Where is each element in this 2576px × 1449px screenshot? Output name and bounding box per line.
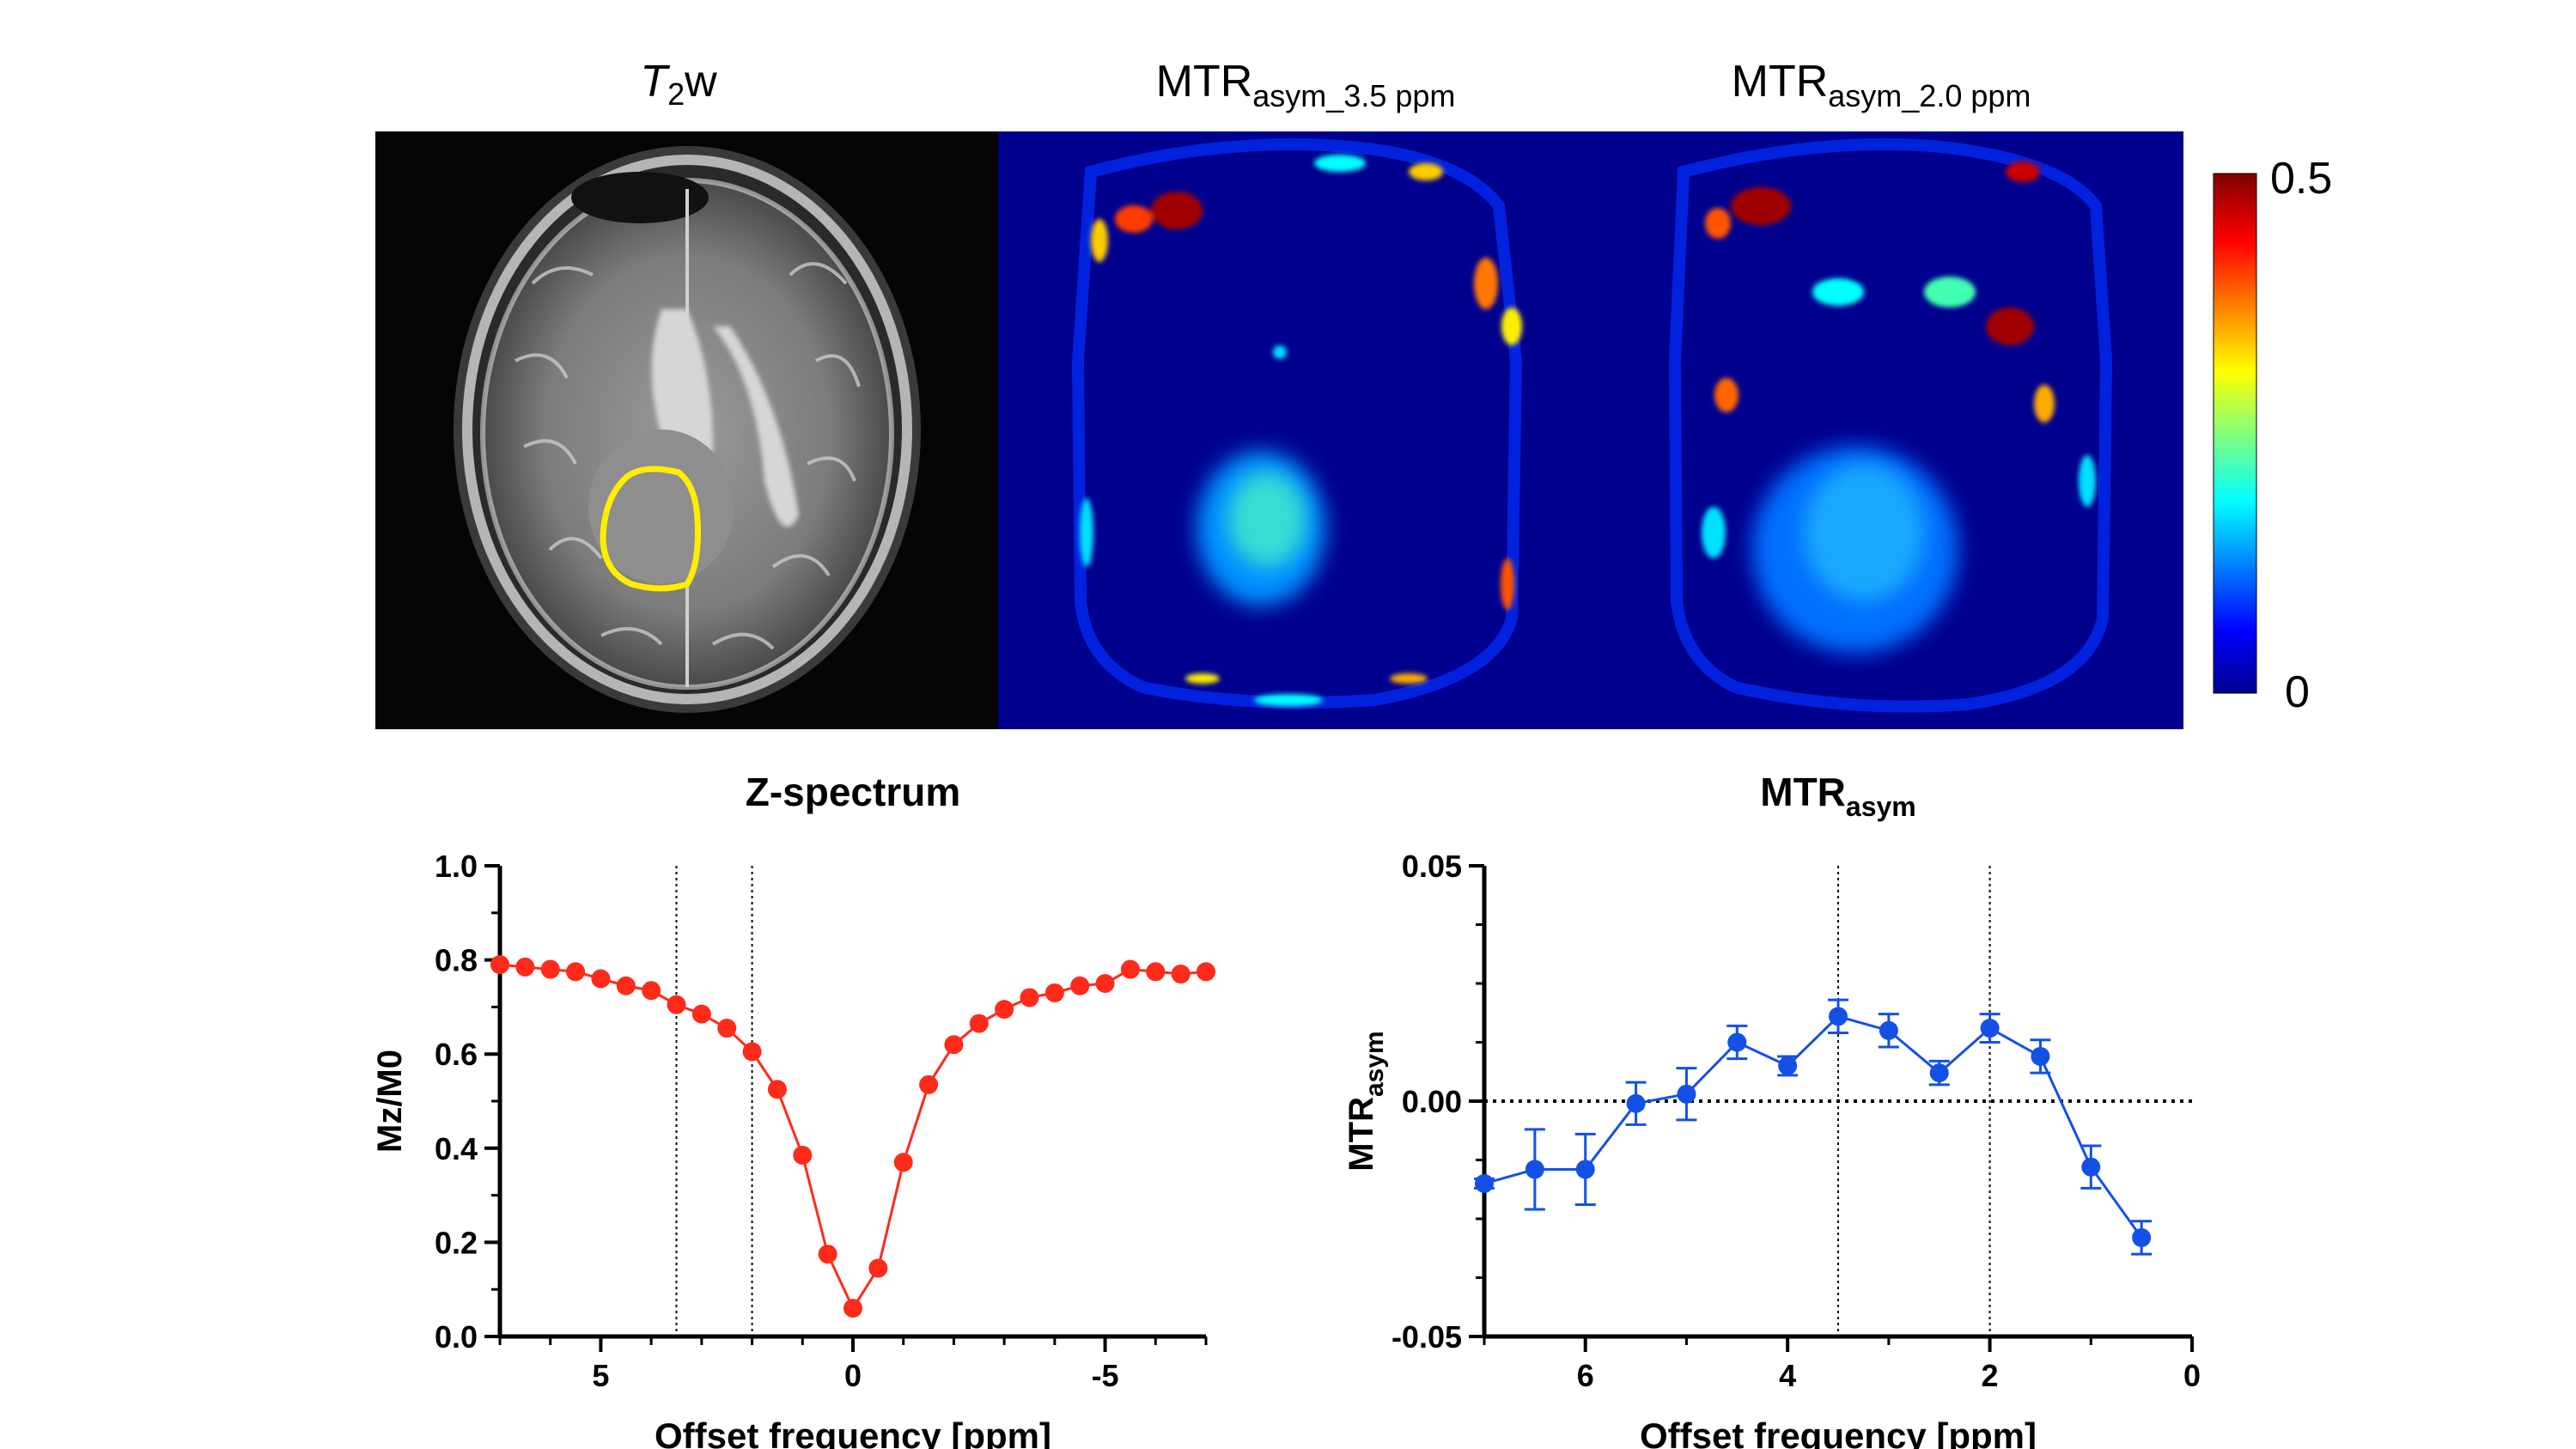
x-tick-label: 6 (1577, 1358, 1594, 1393)
roi-outline (600, 466, 701, 592)
y-tick-label: 0.05 (1402, 849, 1462, 884)
data-point (1677, 1084, 1696, 1104)
t2w-image (375, 131, 998, 729)
data-point (515, 957, 535, 977)
data-point (969, 1014, 989, 1033)
x-tick-label: -5 (1092, 1358, 1119, 1393)
data-point (540, 959, 560, 979)
x-tick-label: 0 (844, 1358, 862, 1393)
data-point (995, 1000, 1014, 1020)
data-point (742, 1042, 762, 1062)
x-axis-label: Offset frequency [ppm] (655, 1416, 1051, 1449)
data-point (667, 995, 686, 1014)
data-point (490, 955, 509, 975)
x-tick-label: 4 (1779, 1358, 1796, 1393)
data-point (1044, 983, 1064, 1002)
x-tick-label: 0 (2183, 1358, 2201, 1393)
data-point (1171, 965, 1191, 984)
data-point (1778, 1056, 1798, 1075)
data-point (616, 976, 636, 995)
data-point (843, 1299, 862, 1318)
y-axis-label: Mz/M0 (371, 1050, 409, 1153)
data-point (1146, 962, 1166, 982)
data-point (591, 969, 611, 989)
mtr35-title: MTRasym_3.5 ppm (1156, 57, 1456, 113)
t2w-title: T2w (640, 57, 717, 112)
data-point (1879, 1020, 1898, 1040)
mtrasym-chart: MTRasym -0.05 0.00 0.05 6 4 2 0 Offset frequency… (1343, 770, 2201, 1449)
data-point (919, 1075, 939, 1094)
data-point (1829, 1007, 1848, 1026)
data-point (1525, 1160, 1544, 1179)
y-tick-label: 0.8 (435, 943, 478, 978)
data-point (642, 981, 661, 1001)
data-point (944, 1035, 964, 1055)
y-tick-label: 0.2 (435, 1225, 478, 1260)
z-spectrum-chart: Z-spectrum 0.0 0.2 0.4 0.6 0.8 1.0 5 0 -5 Offset f… (371, 770, 1215, 1449)
data-point (767, 1080, 787, 1099)
y-tick-label: 1.0 (435, 849, 478, 884)
data-point (793, 1146, 813, 1166)
data-point (1980, 1019, 2000, 1038)
data-point (717, 1019, 737, 1038)
data-point (1626, 1093, 1646, 1113)
x-tick-label: 5 (592, 1358, 609, 1393)
data-point (818, 1245, 837, 1264)
y-axis-label: MTRasym (1343, 1031, 1389, 1171)
colorbar-min-label: 0 (2285, 667, 2310, 717)
y-tick-label: -0.05 (1392, 1319, 1462, 1355)
mtr20-title: MTRasym_2.0 ppm (1732, 57, 2031, 113)
data-point (868, 1258, 888, 1278)
data-point (1020, 988, 1039, 1008)
data-point (1575, 1160, 1595, 1179)
data-point (1475, 1173, 1494, 1193)
data-point (2132, 1227, 2152, 1247)
data-point (691, 1004, 711, 1024)
data-point (1070, 976, 1090, 995)
chart-title: Z-spectrum (746, 770, 960, 814)
data-point (566, 962, 586, 982)
data-point (1095, 974, 1115, 993)
y-tick-label: 0.0 (435, 1319, 478, 1355)
x-tick-label: 2 (1982, 1358, 1999, 1393)
data-point (893, 1153, 913, 1172)
data-point (1929, 1063, 1949, 1083)
series-line (1483, 1014, 2143, 1239)
y-tick-label: 0.4 (435, 1131, 478, 1166)
mtr35-map (998, 131, 1617, 729)
y-tick-label: 0.00 (1402, 1084, 1462, 1119)
chart-title: MTRasym (1760, 770, 1915, 822)
data-point (1727, 1032, 1747, 1052)
colorbar: 0.5 0 (2213, 154, 2332, 717)
x-axis-label: Offset frequency [ppm] (1640, 1416, 2037, 1449)
y-tick-label: 0.6 (435, 1037, 478, 1072)
mtr20-map (1617, 131, 2183, 729)
series-line (499, 963, 1207, 1312)
data-point (1197, 962, 1215, 982)
data-point (2031, 1046, 2050, 1066)
data-point (1120, 959, 1140, 979)
colorbar-max-label: 0.5 (2270, 154, 2332, 204)
data-point (2081, 1157, 2101, 1177)
